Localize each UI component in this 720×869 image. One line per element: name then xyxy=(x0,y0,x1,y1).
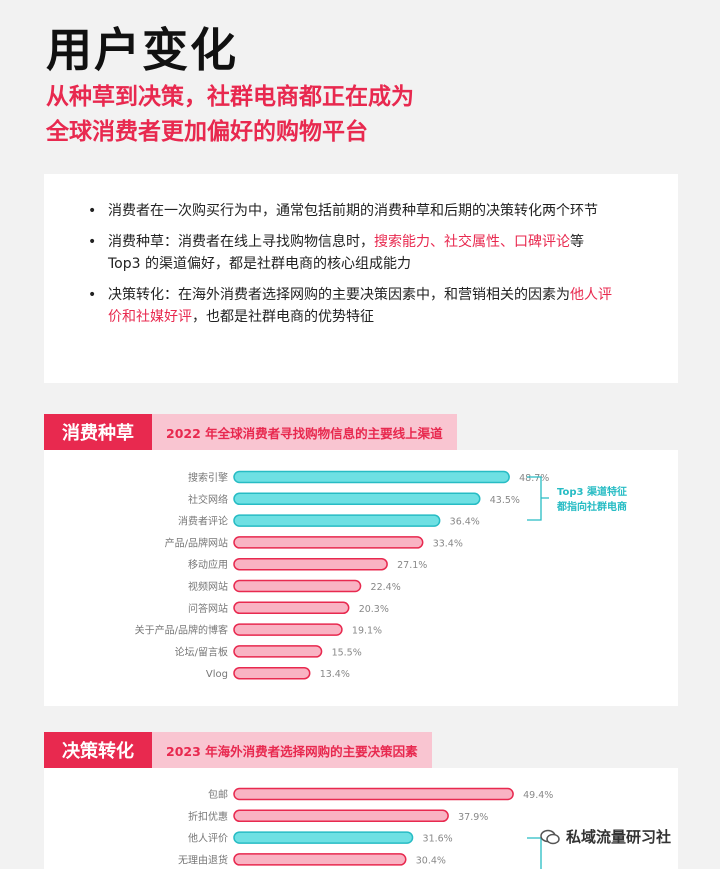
bar xyxy=(233,557,388,571)
wechat-icon xyxy=(540,829,560,844)
value-label: 37.9% xyxy=(458,812,488,823)
value-label: 49.4% xyxy=(523,790,553,801)
bracket-label-line-1: Top3 渠道特征 xyxy=(557,485,627,498)
category-label: 论坛/留言板 xyxy=(175,645,228,658)
section-header-seeding: 消费种草 2022 年全球消费者寻找购物信息的主要线上渠道 xyxy=(44,414,457,450)
bar-chart-factors: 包邮 49.4% 折扣优惠 37.9% 他人评价 31.6% 无理由退货 30.4% xyxy=(178,787,553,869)
category-label: 视频网站 xyxy=(188,580,228,593)
value-label: 19.1% xyxy=(352,626,382,637)
watermark: 私域流量研习社 xyxy=(540,826,671,847)
category-label: 产品/品牌网站 xyxy=(165,536,228,549)
bracket-label-line-2: 都指向社群电商 xyxy=(556,500,627,513)
value-label: 15.5% xyxy=(332,647,362,658)
section-title: 2023 年海外消费者选择网购的主要决策因素 xyxy=(152,732,432,768)
category-label: 折扣优惠 xyxy=(188,810,228,823)
category-label: 无理由退货 xyxy=(178,853,228,866)
summary-card: 消费者在一次购买行为中，通常包括前期的消费种草和后期的决策转化两个环节 消费种草… xyxy=(44,174,678,383)
chart-card-decision: 包邮 49.4% 折扣优惠 37.9% 他人评价 31.6% 无理由退货 30.4% xyxy=(44,768,678,869)
bar xyxy=(233,623,343,636)
bar xyxy=(233,809,449,823)
watermark-text: 私域流量研习社 xyxy=(566,828,672,846)
summary-bullet-2: 消费种草：消费者在线上寻找购物信息时，搜索能力、社交属性、口碑评论等 Top3 … xyxy=(88,231,618,275)
bar xyxy=(233,536,424,549)
page-title: 用户变化 xyxy=(46,23,238,77)
subtitle-line-1: 从种草到决策，社群电商都正在成为 xyxy=(46,84,414,110)
section-title: 2022 年全球消费者寻找购物信息的主要线上渠道 xyxy=(152,414,457,450)
bar xyxy=(233,601,350,615)
highlight-text: 他人评价和社媒好评 xyxy=(108,287,612,325)
bar xyxy=(233,787,514,801)
summary-list: 消费者在一次购买行为中，通常包括前期的消费种草和后期的决策转化两个环节 消费种草… xyxy=(44,174,678,328)
value-label: 48.7% xyxy=(519,473,549,484)
page-subtitle: 从种草到决策，社群电商都正在成为 全球消费者更加偏好的购物平台 xyxy=(46,80,414,150)
section-tag: 消费种草 xyxy=(44,414,152,450)
bar xyxy=(233,492,481,506)
category-label: 问答网站 xyxy=(188,602,228,615)
value-label: 22.4% xyxy=(371,582,401,593)
category-label: 搜索引擎 xyxy=(188,471,228,484)
section-tag: 决策转化 xyxy=(44,732,152,768)
category-label: 他人评价 xyxy=(188,832,228,845)
bar xyxy=(233,514,441,527)
summary-bullet-3: 决策转化：在海外消费者选择网购的主要决策因素中，和营销相关的因素为他人评价和社媒… xyxy=(88,284,618,328)
highlight-text: 搜索能力、社交属性、口碑评论 xyxy=(374,234,570,250)
bar-chart-channels: 搜索引擎 48.7% 社交网络 43.5% 消费者评论 36.4% 产品/品牌网站 33.4%… xyxy=(135,470,627,680)
summary-bullet-1: 消费者在一次购买行为中，通常包括前期的消费种草和后期的决策转化两个环节 xyxy=(88,200,618,222)
bar xyxy=(233,831,414,844)
bar xyxy=(233,853,407,866)
value-label: 36.4% xyxy=(450,517,480,528)
category-label: 社交网络 xyxy=(188,493,228,506)
bar xyxy=(233,666,311,680)
bracket xyxy=(527,837,542,869)
value-label: 13.4% xyxy=(320,669,350,680)
bar xyxy=(233,470,510,484)
value-label: 27.1% xyxy=(397,560,427,571)
bar xyxy=(233,645,323,658)
value-label: 33.4% xyxy=(433,538,463,549)
value-label: 20.3% xyxy=(359,604,389,615)
category-label: Vlog xyxy=(206,669,228,680)
bar xyxy=(233,579,362,593)
value-label: 30.4% xyxy=(416,855,446,866)
category-label: 移动应用 xyxy=(188,558,228,571)
category-label: 关于产品/品牌的博客 xyxy=(135,624,228,637)
category-label: 消费者评论 xyxy=(178,515,228,528)
value-label: 43.5% xyxy=(490,495,520,506)
chart-card-seeding: 搜索引擎 48.7% 社交网络 43.5% 消费者评论 36.4% 产品/品牌网站 33.4%… xyxy=(44,450,678,706)
value-label: 31.6% xyxy=(423,834,453,845)
bracket xyxy=(527,476,549,521)
subtitle-line-2: 全球消费者更加偏好的购物平台 xyxy=(46,119,368,145)
category-label: 包邮 xyxy=(208,788,228,801)
section-header-decision: 决策转化 2023 年海外消费者选择网购的主要决策因素 xyxy=(44,732,432,768)
